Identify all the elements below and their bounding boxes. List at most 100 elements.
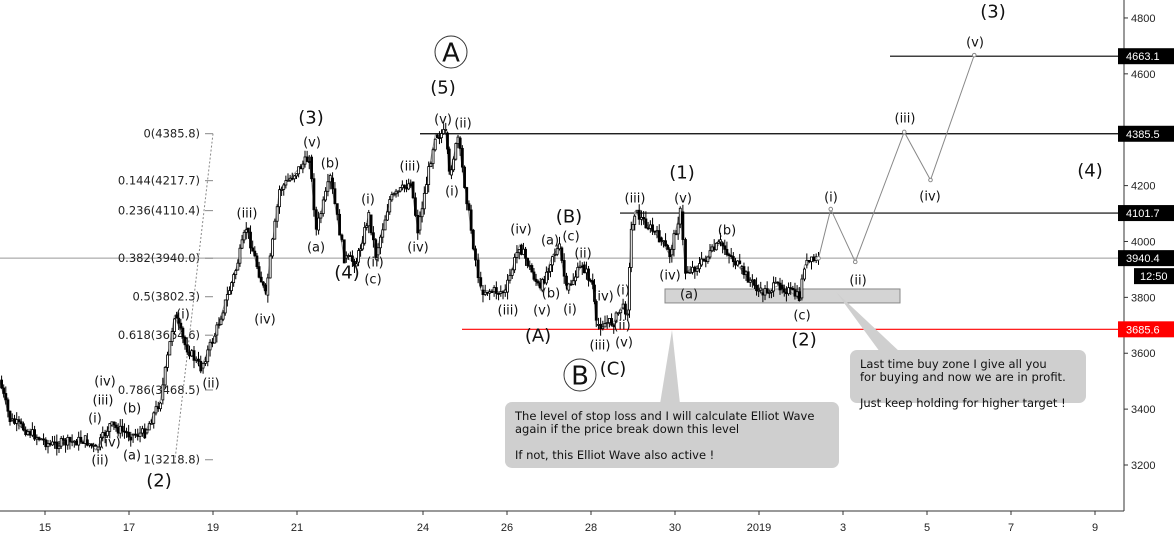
candle: [497, 293, 500, 295]
candle: [807, 259, 811, 262]
candle: [534, 278, 538, 282]
candle: [729, 255, 733, 257]
candle: [587, 268, 590, 281]
candle: [90, 443, 93, 447]
candle: [519, 244, 523, 255]
candle: [273, 220, 277, 240]
candle: [486, 291, 489, 294]
candle: [746, 271, 750, 283]
wave-label: (iv): [254, 313, 275, 328]
candle: [335, 203, 339, 215]
candle: [326, 181, 330, 192]
candle: [576, 267, 580, 278]
candle: [340, 234, 344, 241]
candle: [365, 225, 369, 228]
candle: [569, 283, 573, 286]
candle: [727, 254, 731, 256]
candle: [150, 422, 153, 425]
candle: [558, 243, 561, 250]
candle: [194, 358, 198, 361]
candle: [355, 263, 358, 267]
wave-label: (b): [321, 157, 339, 172]
wave-label: (4): [334, 262, 360, 283]
price-tick-label: 3800: [1131, 292, 1155, 304]
candle: [305, 156, 309, 162]
candle: [657, 230, 661, 243]
candle: [767, 292, 771, 294]
candle: [418, 216, 422, 231]
candle: [259, 276, 263, 283]
candle: [524, 248, 527, 259]
pivot-marker: [816, 255, 821, 261]
fib-level-label: 0(4385.8): [143, 127, 200, 141]
wave-label: (b): [123, 402, 141, 417]
candle: [145, 429, 149, 434]
candle: [642, 217, 646, 220]
candle: [465, 187, 469, 205]
candle: [292, 175, 296, 180]
candle: [619, 309, 623, 314]
candle: [278, 189, 281, 208]
candle: [691, 266, 694, 273]
candle: [51, 441, 54, 446]
candle: [141, 428, 144, 434]
candle: [138, 432, 142, 437]
candle: [10, 418, 14, 421]
wave-label: (ii): [574, 247, 591, 262]
candle: [303, 156, 307, 165]
candle: [463, 166, 466, 188]
candle: [678, 207, 682, 225]
candle: [562, 260, 566, 277]
wave-label: (a): [123, 449, 141, 464]
candle: [624, 303, 627, 315]
candle: [651, 224, 654, 232]
candle: [536, 281, 540, 284]
candle: [440, 133, 443, 139]
candle: [324, 190, 327, 201]
candle: [416, 214, 420, 234]
candle: [295, 173, 298, 177]
candle: [46, 443, 50, 448]
candle: [540, 279, 544, 291]
candle: [127, 431, 131, 438]
candle: [230, 282, 233, 292]
candle: [753, 279, 756, 286]
wave-label: (b): [718, 224, 736, 239]
projection-line: [818, 54, 975, 264]
price-tag-label: 4101.7: [1126, 208, 1160, 220]
candle: [0, 379, 4, 389]
candle: [555, 248, 559, 255]
candle: [787, 287, 790, 295]
candle: [57, 445, 61, 450]
candle: [361, 242, 365, 250]
wave-label: (a): [307, 241, 325, 256]
candle: [290, 177, 294, 180]
price-tag: [1118, 125, 1174, 142]
candle: [763, 288, 767, 296]
candle: [782, 288, 786, 293]
candle: [261, 281, 265, 286]
wave-label: (1): [669, 162, 695, 183]
wave-label: (i): [176, 308, 190, 323]
date-tick-label: 7: [1008, 522, 1014, 534]
price-tick-label: 4600: [1131, 69, 1155, 81]
wave-label: (v): [674, 192, 692, 207]
candle: [759, 287, 763, 291]
fib-level-label: 1(3218.8): [143, 453, 200, 467]
wave-label: (i): [445, 185, 459, 200]
candle: [286, 179, 290, 182]
candle: [173, 318, 176, 332]
candle: [515, 252, 519, 258]
wave-label: (3): [980, 1, 1006, 22]
date-tick-label: 28: [585, 522, 597, 534]
candle: [282, 184, 286, 190]
candle: [22, 423, 25, 431]
candle: [94, 444, 98, 447]
candle: [266, 277, 270, 296]
countdown-tag: [1134, 268, 1174, 285]
candle: [357, 250, 360, 263]
wave-label: (4): [1077, 160, 1103, 181]
candle: [17, 419, 21, 423]
